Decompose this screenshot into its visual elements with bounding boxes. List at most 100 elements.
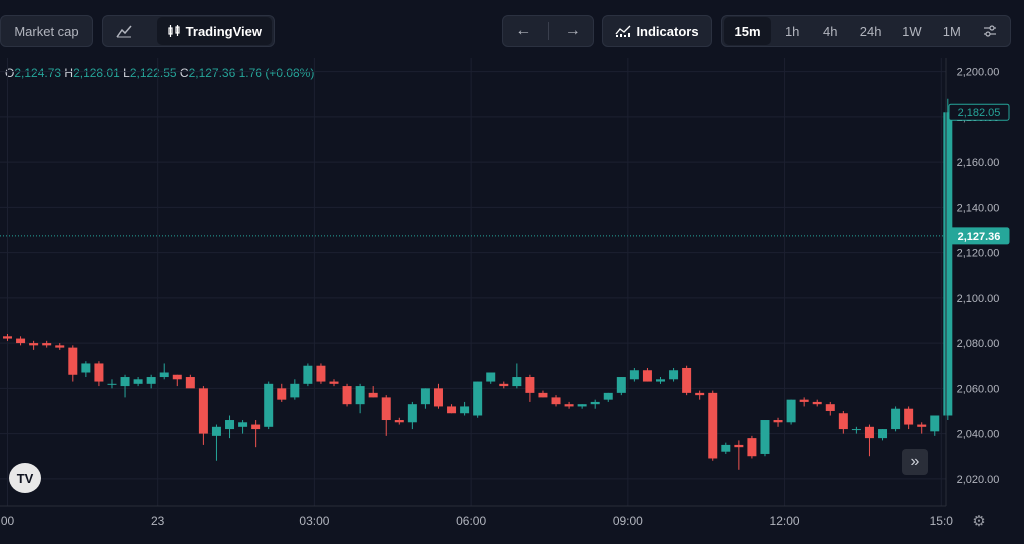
market-cap-button[interactable]: Market cap (0, 15, 93, 47)
y-tick-label: 2,060.00 (957, 383, 1000, 395)
interval-label: 15m (734, 23, 761, 39)
candle-body (42, 343, 52, 346)
interval-group: 15m 1h 4h 24h 1W 1M (721, 15, 1011, 47)
line-chart-button[interactable] (105, 17, 143, 45)
price-label-text: 2,182.05 (958, 107, 1001, 119)
back-button[interactable]: ← (503, 17, 544, 45)
candle-body (512, 377, 522, 387)
candle-body (734, 444, 744, 448)
candle-body (277, 388, 287, 400)
candle-body (264, 383, 274, 427)
interval-label: 24h (859, 23, 882, 39)
interval-label: 1h (784, 23, 800, 39)
arrow-left-icon: ← (515, 22, 532, 39)
candle-body (799, 399, 809, 402)
candle-body (198, 388, 208, 434)
candle-body (329, 381, 339, 384)
candle-body (499, 383, 509, 387)
high-label: H (64, 66, 74, 80)
interval-4h[interactable]: 4h (811, 17, 849, 45)
candle-body (55, 345, 65, 348)
candle-body (120, 377, 130, 387)
candle-body (878, 429, 888, 439)
forward-button[interactable]: → (552, 17, 593, 45)
tradingview-button[interactable]: TradingView (156, 17, 272, 45)
x-tick-label: 00 (1, 514, 15, 528)
tradingview-label: TradingView (185, 23, 262, 39)
candle-body (303, 365, 313, 384)
y-tick-label: 2,080.00 (957, 338, 1000, 350)
interval-24h[interactable]: 24h (849, 17, 892, 45)
candle-body (185, 377, 195, 389)
candle-body (891, 408, 901, 430)
price-label-box (948, 227, 1010, 245)
candle-body (590, 401, 600, 405)
arrow-right-icon: → (564, 22, 581, 39)
candle-body (133, 379, 143, 384)
candle-body (368, 392, 378, 398)
candle-body (159, 372, 169, 378)
scroll-to-realtime-button[interactable]: » (902, 449, 928, 475)
price-label-box (948, 103, 1010, 121)
candle-body (225, 420, 235, 430)
candle-body (381, 397, 391, 421)
y-tick-label: 2,200.00 (957, 67, 1000, 79)
indicators-label: Indicators (636, 23, 699, 39)
interval-1w[interactable]: 1W (892, 17, 932, 45)
y-tick-label: 2,020.00 (957, 474, 1000, 486)
candle-body (825, 404, 835, 411)
close-value: 2,127.36 (188, 66, 236, 80)
indicators-button[interactable]: Indicators (602, 15, 712, 47)
candle-body (238, 422, 248, 427)
candle-body (16, 338, 26, 344)
candle-body (94, 363, 104, 382)
candle-body (407, 404, 417, 423)
candle-body (577, 404, 587, 407)
open-label: O (5, 66, 15, 80)
interval-15m[interactable]: 15m (724, 17, 772, 45)
candle-body (29, 343, 39, 346)
x-tick-label: 09:00 (613, 514, 643, 528)
candle-body (551, 397, 561, 405)
candle-body (460, 406, 470, 414)
line-chart-icon (116, 25, 132, 38)
candle-body (656, 379, 665, 382)
candle-body (172, 374, 182, 380)
candle-body (917, 424, 927, 427)
candle-body (146, 377, 156, 384)
candle-body (616, 377, 626, 393)
candle-body (486, 372, 496, 382)
candle-body (603, 392, 613, 400)
change-value: 1.76 (+0.08%) (238, 66, 315, 80)
indicators-icon (615, 25, 631, 37)
candle-body (747, 438, 757, 457)
candle-body (669, 370, 679, 380)
candle-body (68, 347, 78, 375)
ohlc-legend: O2,124.73 H2,128.01 L2,122.55 C2,127.36 … (5, 66, 314, 80)
x-tick-label: 15:0 (930, 514, 954, 528)
interval-label: 4h (823, 23, 838, 39)
candle-body (786, 399, 796, 423)
candlestick-icon (168, 25, 180, 37)
interval-label: 1W (902, 23, 922, 39)
tradingview-logo-icon[interactable]: TV (9, 463, 41, 493)
candle-body (316, 365, 326, 382)
interval-label: 1M (942, 23, 961, 39)
candle-body (812, 401, 822, 405)
candle-body (682, 367, 692, 393)
chart-style-group: TradingView (102, 15, 275, 47)
interval-1m[interactable]: 1M (932, 17, 972, 45)
chart-settings-button[interactable] (972, 17, 1008, 45)
candle-body (564, 404, 574, 407)
candle-body (629, 370, 639, 380)
candle-body (447, 406, 457, 414)
candle-body (838, 413, 848, 430)
y-tick-label: 2,120.00 (957, 248, 1000, 260)
candle-body (943, 112, 953, 416)
interval-1h[interactable]: 1h (773, 17, 811, 45)
gear-icon: ⚙ (972, 513, 986, 530)
close-label: C (179, 66, 189, 80)
candle-body (3, 336, 12, 339)
axis-settings-button[interactable]: ⚙ (970, 512, 988, 530)
